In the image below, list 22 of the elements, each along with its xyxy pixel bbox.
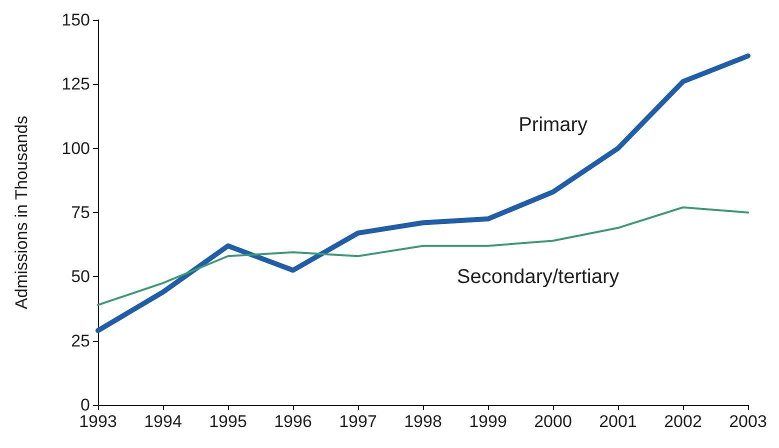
series-label: Secondary/tertiary: [456, 266, 620, 288]
y-tick-label: 150: [62, 10, 90, 30]
x-tick-label: 1993: [79, 412, 117, 431]
y-axis-title: Admissions in Thousands: [12, 116, 31, 310]
y-tick-label: 75: [71, 203, 90, 222]
x-tick-label: 2001: [599, 412, 637, 431]
x-tick-label: 1994: [144, 412, 182, 431]
line-series: [97, 206, 749, 306]
x-tick-label: 2003: [729, 412, 767, 431]
y-tick-label: 25: [71, 331, 90, 350]
x-tick-label: 1995: [209, 412, 247, 431]
x-tick-label: 2002: [664, 412, 702, 431]
x-tick-label: 1998: [404, 412, 442, 431]
y-tick-label: 0: [80, 396, 90, 414]
x-tick-label: 2000: [534, 412, 572, 431]
x-tick-label: 1999: [469, 412, 507, 431]
x-tick-label: 1996: [274, 412, 312, 431]
y-tick-label: 125: [62, 74, 90, 94]
x-tick-label: 1997: [339, 412, 377, 431]
y-tick-label: 50: [71, 267, 90, 286]
y-tick-label: 100: [62, 138, 90, 158]
series-label: Primary: [518, 114, 588, 136]
